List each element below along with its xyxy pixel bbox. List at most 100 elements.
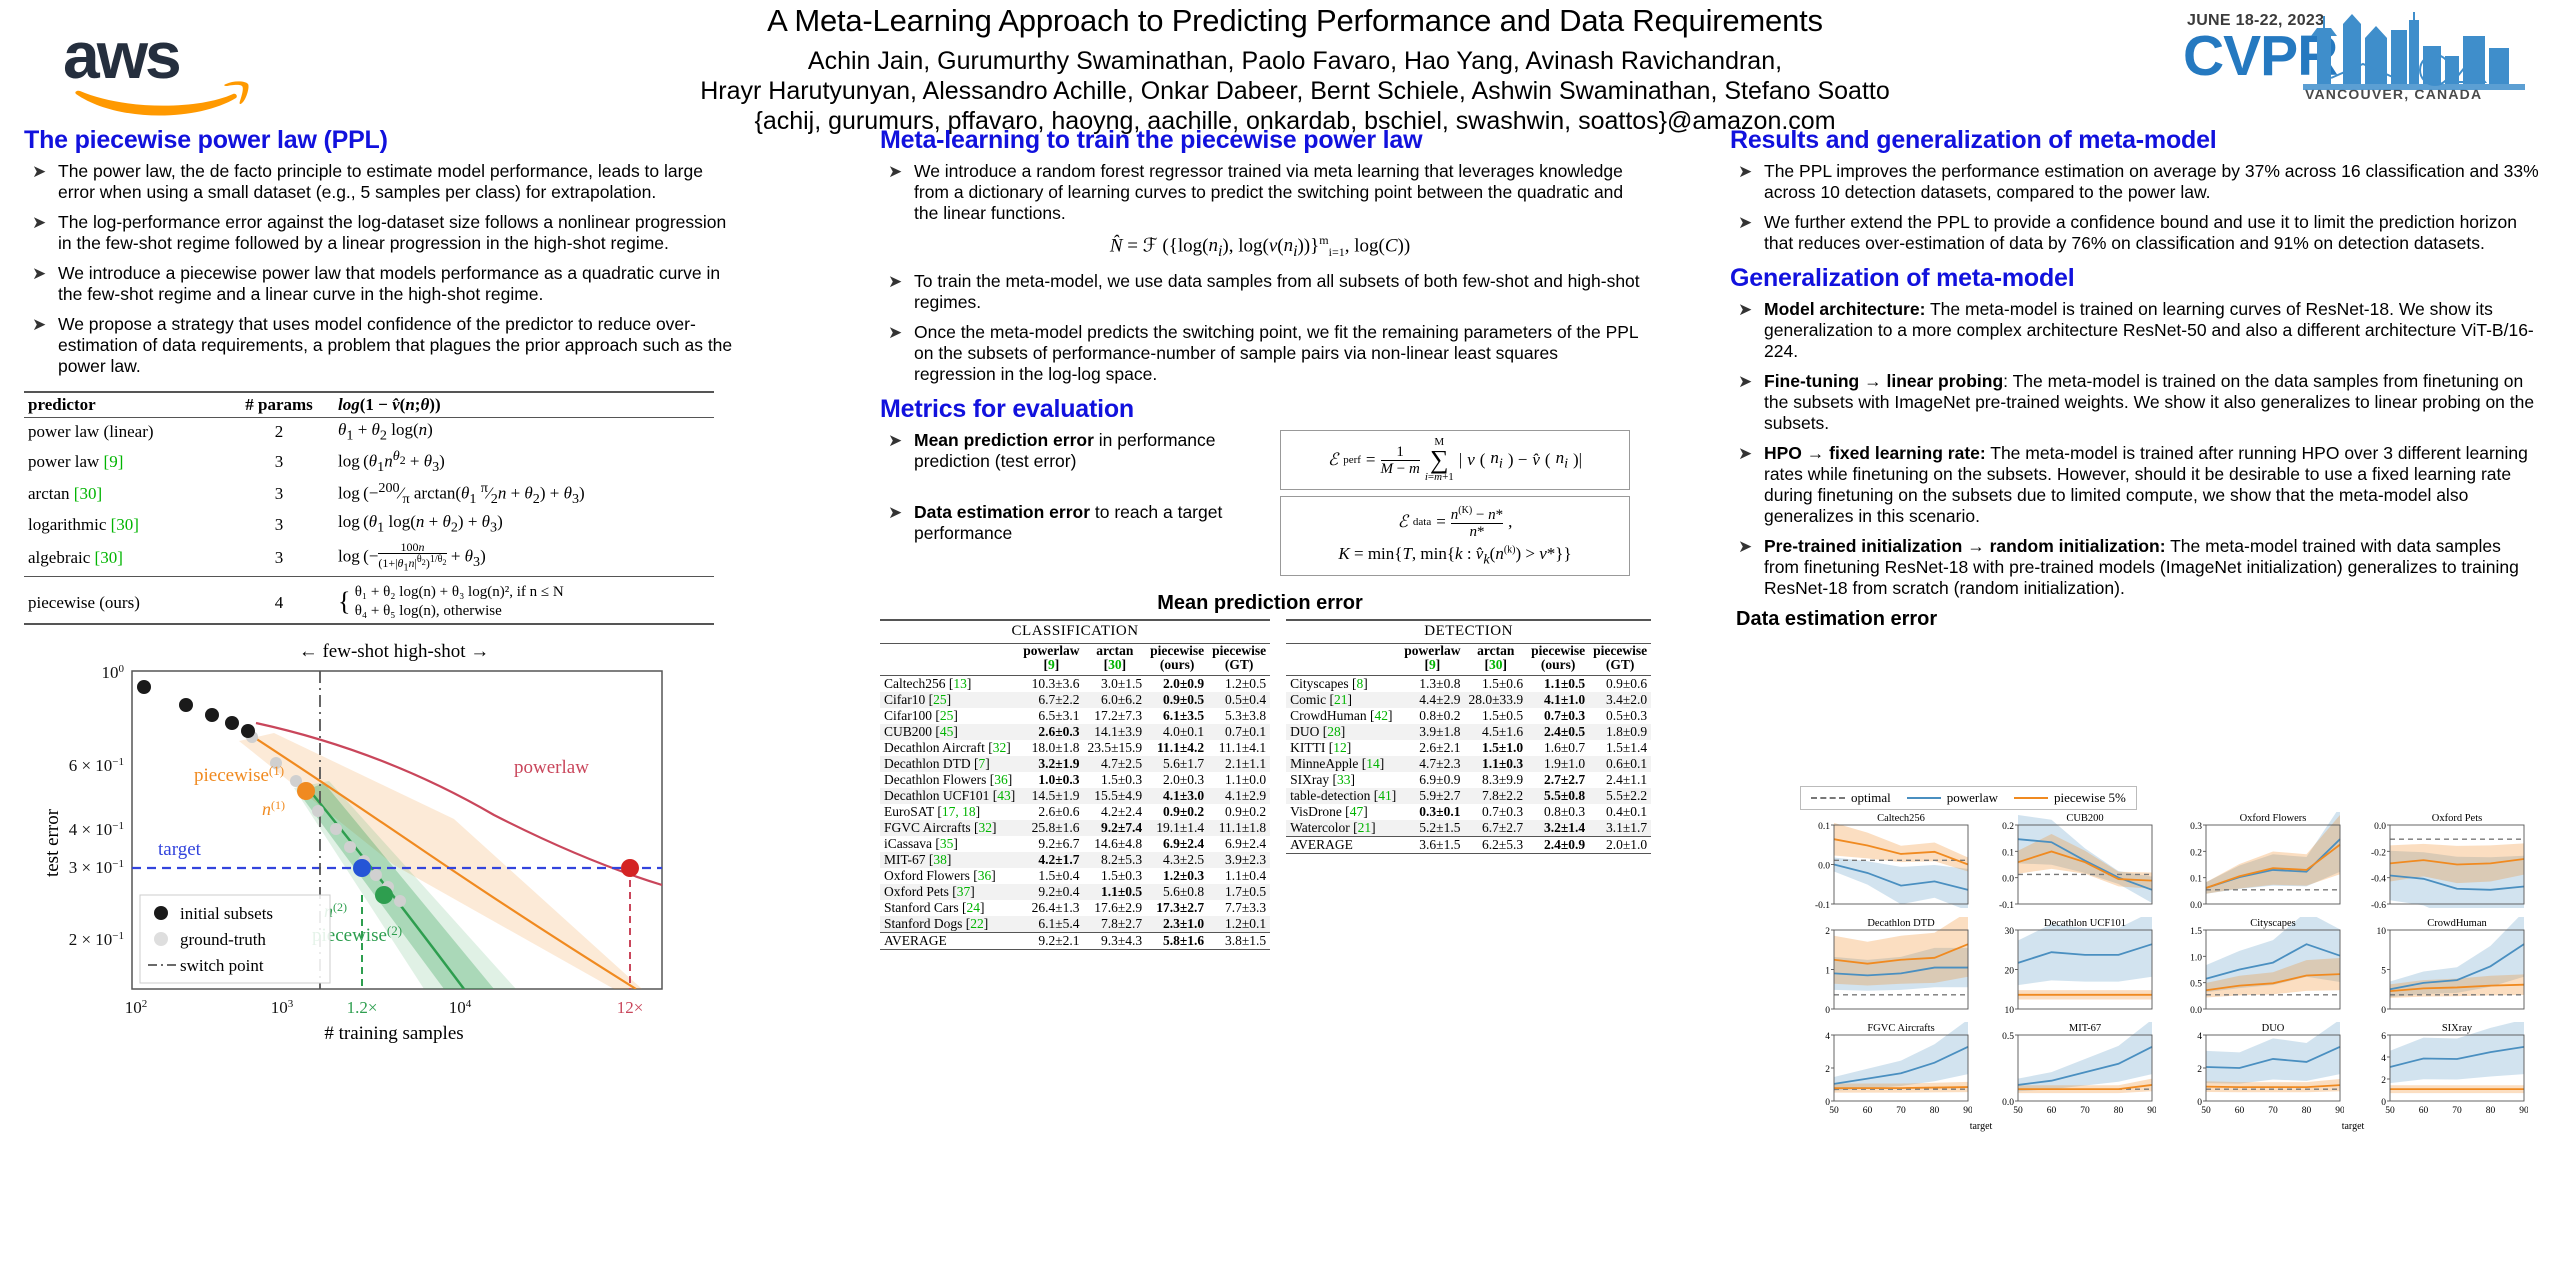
cvpr-date: JUNE 18-22, 2023 [2187, 12, 2325, 29]
table-cell-value: 9.3±4.3 [1100, 932, 1143, 948]
svg-text:2: 2 [2197, 1065, 2202, 1075]
table-cell-value: 6.9±0.9 [1419, 771, 1461, 787]
table-cell-value: 5.6±1.7 [1146, 755, 1209, 772]
svg-text:1: 1 [1825, 967, 1830, 977]
bullet-arrow-icon: ➤ [32, 162, 47, 181]
svg-text:90: 90 [2147, 1106, 2156, 1116]
legend-swatch-icon [2013, 797, 2048, 799]
title-block: A Meta-Learning Approach to Predicting P… [470, 2, 2120, 136]
table-cell-value: 1.5±0.5 [1481, 707, 1524, 723]
table-cell-value: 2.3±1.0 [1146, 915, 1209, 933]
svg-text:0: 0 [1825, 1006, 1830, 1013]
bullet-arrow-icon: ➤ [1738, 300, 1753, 319]
table-cell-value: 3.1±1.7 [1589, 819, 1652, 837]
svg-text:DUO: DUO [2262, 1023, 2285, 1034]
section-title-generalization: Generalization of meta-model [1730, 264, 2075, 292]
marker-n1 [297, 782, 315, 801]
table-row: iCassava [35] 9.2±6.7 14.6±4.8 6.9±2.4 6.9±2… [880, 836, 1270, 852]
col-header: arctan [30] [1477, 642, 1515, 672]
svg-text:2: 2 [1825, 1065, 1830, 1075]
table-row: DUO [28] 3.9±1.8 4.5±1.6 2.4±0.5 1.8±0.9 [1286, 723, 1652, 740]
mean-prediction-error-title: Mean prediction error [1157, 591, 1363, 614]
table-cell-value: 17.3±2.7 [1156, 899, 1205, 915]
svg-text:80: 80 [2114, 1106, 2124, 1116]
svg-text:0.1: 0.1 [2190, 875, 2202, 885]
table-cell-value: 4.3±2.5 [1146, 851, 1209, 868]
table-cell-value: 19.1±1.4 [1146, 819, 1209, 836]
table-cell-value: 4.7±2.3 [1400, 755, 1465, 772]
mini-chart: 30 20 10 Decathlon UCF101 [1984, 911, 2162, 1018]
svg-text:0.2: 0.2 [2190, 848, 2202, 858]
page-title: A Meta-Learning Approach to Predicting P… [767, 3, 1823, 38]
table-cell-value: 5.5±2.2 [1589, 787, 1652, 804]
table-cell-value: 2.6±0.3 [1019, 723, 1084, 740]
metrics-block: ➤ Mean prediction error in performance pr… [880, 430, 1640, 581]
table-cell-value: 4.2±1.7 [1019, 851, 1084, 868]
table-cell-value: 17.6±2.9 [1094, 899, 1143, 915]
predictor-table: predictor # params log(1 − v̂(n;θ)) powe… [24, 391, 714, 625]
table-cell-value: 3.8±1.5 [1224, 932, 1267, 948]
table-cell-params: 3 [274, 514, 284, 534]
list-item: ➤ We further extend the PPL to provide a … [1730, 212, 2540, 254]
svg-text:10: 10 [2005, 1006, 2015, 1013]
vancouver-skyline-icon [2303, 12, 2525, 90]
table-cell-value: 0.4±0.1 [1605, 803, 1648, 819]
dee-chart-grid: 0.1 0.0 -0.1 Caltech256 0.2 0.1 0.0 -0.1 CUB200 2… [1800, 806, 2560, 1132]
author-line-2: Hrayr Harutyunyan, Alessandro Achille, O… [700, 77, 1890, 105]
bullet-arrow-icon: ➤ [1738, 162, 1753, 181]
bullet-text: The meta-model is trained after running … [1764, 443, 2528, 526]
table-cell-name: piecewise (ours) [28, 593, 140, 613]
table-cell-dataset: Decathlon Aircraft [32] [884, 739, 1011, 755]
svg-text:104: 104 [449, 998, 472, 1017]
list-item: ➤ We propose a strategy that uses model c… [24, 314, 734, 377]
svg-text:Decathlon DTD: Decathlon DTD [1867, 918, 1935, 929]
right-column: Results and generalization of meta-model… [1730, 125, 2540, 633]
svg-text:102: 102 [125, 998, 148, 1017]
svg-text:0.2: 0.2 [2002, 822, 2014, 832]
list-item: ➤ We introduce a piecewise power law that… [24, 263, 734, 305]
results-bullet-list: ➤ The PPL improves the performance estima… [1730, 161, 2540, 254]
list-item: ➤ Data estimation error to reach a target… [880, 502, 1270, 544]
svg-text:ground-truth: ground-truth [180, 930, 266, 949]
mini-chart: 4 2 0 50 60 70 80 90 FGVC Aircrafts [1800, 1019, 1978, 1123]
table-cell-value: 2.0±0.3 [1162, 771, 1205, 787]
table-cell-value: 4.7±2.5 [1083, 755, 1147, 772]
svg-text:-0.2: -0.2 [2371, 848, 2386, 858]
table-cell-value: 6.2±5.3 [1481, 836, 1524, 852]
svg-text:0.0: 0.0 [2374, 822, 2386, 832]
table-cell-value: 0.7±0.3 [1543, 707, 1586, 723]
marker-12x [621, 859, 639, 878]
table-cell-value: 8.3±9.9 [1481, 771, 1524, 787]
mini-chart: 0.1 0.0 -0.1 Caltech256 [1800, 812, 1978, 913]
table-cell-value: 0.7±0.1 [1208, 723, 1271, 740]
table-cell-formula: log (− 100n (1+|θ1n|θ2)1/θ2 + θ3) [338, 539, 486, 574]
table-cell-value: 2.6±0.6 [1038, 803, 1080, 819]
table-cell-dataset: Cityscapes [8] [1290, 675, 1368, 691]
bullet-arrow-icon: ➤ [32, 315, 47, 334]
col-header-formula: log(1 − v̂(n;θ)) [338, 395, 441, 414]
svg-text:-0.1: -0.1 [1815, 901, 1830, 908]
middle-column: Meta-learning to train the piecewise pow… [880, 125, 1652, 951]
table-cell-value: 2.0±1.0 [1605, 836, 1648, 852]
table-row: CrowdHuman [42] 0.8±0.2 1.5±0.5 0.7±0.3 0.5±… [1286, 708, 1651, 724]
table-cell-value: 7.8±2.2 [1464, 787, 1528, 804]
svg-text:0.1: 0.1 [2002, 848, 2014, 858]
table-cell-dataset: table-detection [41] [1286, 787, 1401, 804]
svg-text:0.0: 0.0 [1818, 862, 1830, 872]
svg-text:70: 70 [2268, 1106, 2278, 1116]
mini-xaxis-label: target [1969, 1121, 1993, 1132]
table-cell-value: 17.2±7.3 [1094, 707, 1143, 723]
svg-text:20: 20 [2005, 967, 2015, 977]
section-title-ppl: The piecewise power law (PPL) [24, 126, 388, 154]
table-row: Decathlon Flowers [36] 1.0±0.3 1.5±0.3 2.0±… [880, 772, 1270, 788]
table-cell-params: 3 [274, 547, 284, 567]
svg-text:2: 2 [2381, 1076, 2386, 1086]
svg-text:0.3: 0.3 [2190, 822, 2202, 832]
bullet-text: The power law, the de facto principle to… [58, 161, 703, 202]
table-cell-name: power law (linear) [28, 422, 154, 442]
table-row: Comic [21] 4.4±2.9 28.0±33.9 4.1±1.0 3.4±2.0 [1286, 691, 1652, 708]
xtick-12x: 12× [617, 998, 644, 1017]
author-line-1: Achin Jain, Gurumurthy Swaminathan, Paol… [807, 47, 1783, 75]
table-cell-value: 2.4±1.1 [1605, 771, 1648, 787]
list-item: ➤ Fine-tuning → linear probing: The meta-… [1730, 371, 2540, 434]
